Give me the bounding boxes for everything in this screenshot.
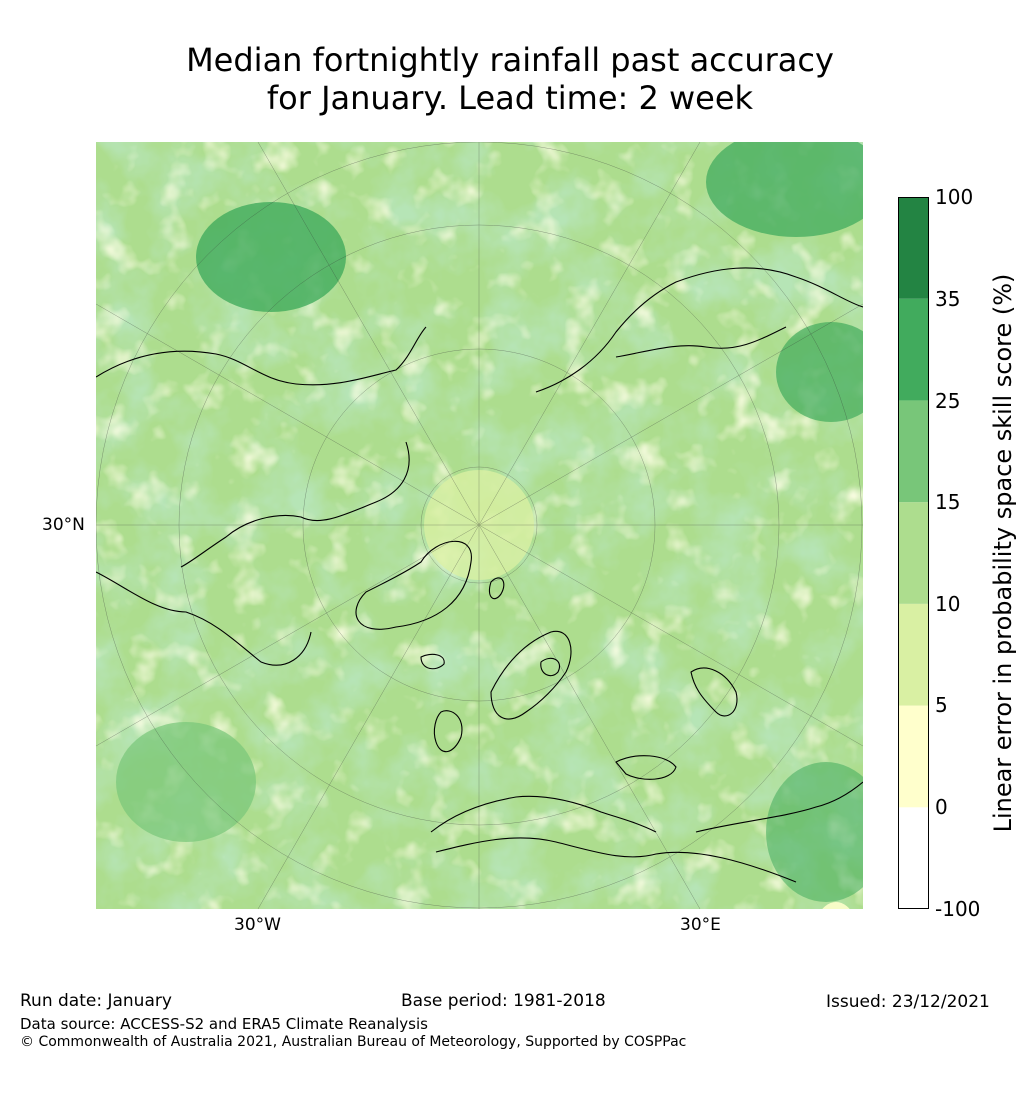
skill-patch-north-pacific xyxy=(196,202,346,312)
colorbar-tick-15: 15 xyxy=(935,490,961,514)
coast-greenland xyxy=(355,540,472,630)
colorbar-tick-minus-100: -100 xyxy=(935,897,981,921)
coast-scandinavia xyxy=(490,630,572,720)
colorbar xyxy=(898,197,929,909)
coast-alaska-siberia xyxy=(96,326,427,386)
skill-patch-sahara xyxy=(822,902,850,909)
colorbar-bin-15 xyxy=(898,400,929,503)
coast-caspian xyxy=(690,667,738,717)
lon-tick-30e: 30°E xyxy=(680,915,721,935)
colorbar-frame xyxy=(898,197,929,909)
colorbar-bin-10 xyxy=(898,502,929,604)
colorbar-tick-35: 35 xyxy=(935,287,961,311)
coast-north-america-east xyxy=(96,571,312,666)
coast-mediterranean xyxy=(435,837,797,883)
coast-svalbard xyxy=(540,657,560,677)
lat-tick-30n: 30°N xyxy=(42,515,85,535)
polar-skill-map xyxy=(96,142,863,909)
colorbar-bin-0 xyxy=(898,705,929,808)
lon-tick-30w: 30°W xyxy=(234,915,281,935)
coast-black-sea xyxy=(615,755,677,780)
colorbar-tick-5: 5 xyxy=(935,693,948,717)
map-title-line-1: Median fortnightly rainfall past accurac… xyxy=(186,41,834,79)
coastlines xyxy=(96,267,863,883)
skill-patch-southeast xyxy=(766,762,863,902)
coast-siberia-south xyxy=(615,326,787,358)
map-title-line-2: for January. Lead time: 2 week xyxy=(266,79,754,117)
colorbar-bin-35 xyxy=(898,197,929,299)
colorbar-tick-25: 25 xyxy=(935,389,961,413)
coast-europe xyxy=(430,795,657,833)
skill-patch-pole xyxy=(424,470,534,580)
skill-patch-east xyxy=(776,322,863,422)
coast-iceland xyxy=(420,653,445,670)
colorbar-tick-0: 0 xyxy=(935,795,948,819)
skill-patch-northeast xyxy=(706,142,863,237)
coast-canada-arctic xyxy=(180,441,410,568)
colorbar-bin--100 xyxy=(898,807,929,909)
colorbar-tick-10: 10 xyxy=(935,592,961,616)
issued-date: Issued: 23/12/2021 xyxy=(826,992,990,1012)
colorbar-bin-25 xyxy=(898,298,929,401)
coast-novaya-zemlya xyxy=(488,577,505,600)
copyright: © Commonwealth of Australia 2021, Austra… xyxy=(20,1034,687,1050)
data-source: Data source: ACCESS-S2 and ERA5 Climate … xyxy=(20,1015,428,1033)
colorbar-bin-5 xyxy=(898,603,929,706)
run-date: Run date: January xyxy=(20,991,172,1011)
base-period: Base period: 1981-2018 xyxy=(401,991,606,1011)
graticule xyxy=(96,142,863,909)
skill-patch-southwest xyxy=(116,722,256,842)
coast-siberia xyxy=(535,267,863,393)
colorbar-tick-100: 100 xyxy=(935,185,974,209)
coast-arabia xyxy=(695,781,863,833)
coast-british-isles xyxy=(433,710,463,753)
